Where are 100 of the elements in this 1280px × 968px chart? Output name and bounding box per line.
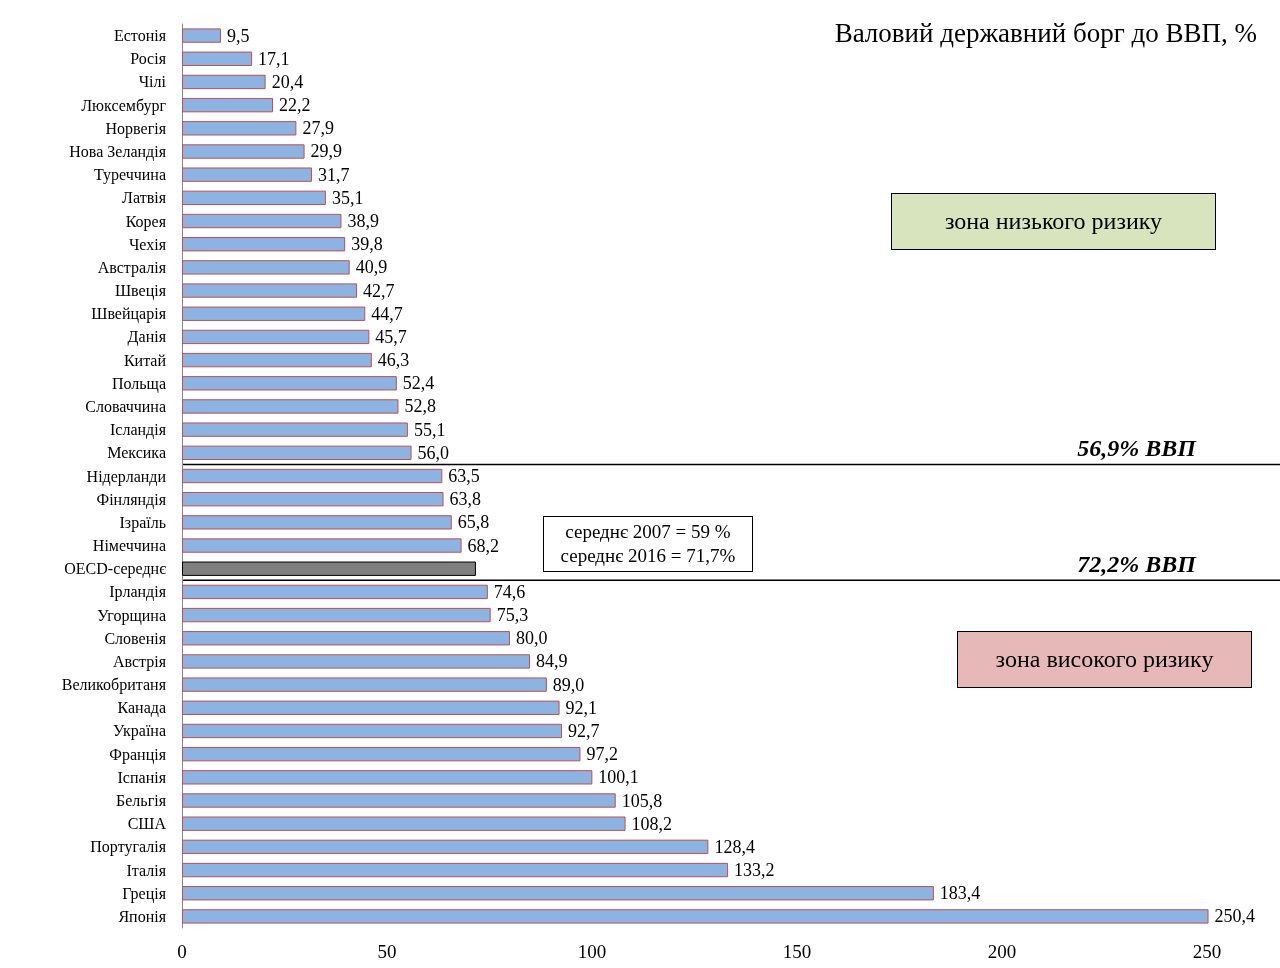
y-tick-label: Австрія (112, 652, 167, 671)
data-label: 56,0 (417, 442, 450, 463)
note-box: середнє 2007 = 59 % середнє 2016 = 71,7% (543, 516, 753, 572)
y-tick-label: Ірландія (109, 583, 167, 602)
data-label: 52,4 (402, 373, 435, 394)
y-tick-label: Швейцарія (91, 305, 167, 324)
bar (182, 121, 297, 136)
y-tick-label: Мексика (107, 444, 166, 462)
y-tick-label: Австралія (97, 258, 167, 277)
data-label: 42,7 (363, 280, 395, 301)
y-tick-label: Іспанія (117, 768, 167, 786)
bar (182, 376, 397, 391)
y-tick-label: Німеччина (92, 537, 166, 555)
bar (182, 654, 531, 669)
y-tick-label: США (127, 815, 167, 833)
y-tick-label: Чехія (128, 235, 167, 253)
data-label: 27,9 (302, 118, 334, 139)
y-tick-label: Ізраїль (119, 513, 166, 532)
data-label: 9,5 (226, 25, 250, 46)
bar (182, 283, 358, 298)
data-label: 20,4 (271, 71, 304, 92)
bar (182, 607, 491, 623)
data-label: 84,9 (536, 651, 568, 672)
y-tick-label: Португалія (90, 838, 167, 857)
bar (182, 167, 312, 182)
data-label: 22,2 (279, 95, 311, 116)
y-tick-label: Словенія (104, 629, 167, 647)
data-label: 105,8 (621, 790, 663, 811)
data-label: 38,9 (347, 211, 379, 232)
bar (182, 515, 452, 530)
bar (182, 445, 412, 461)
bar (182, 677, 547, 692)
y-tick-label: Словаччина (85, 397, 166, 415)
y-tick-label: Данія (127, 328, 167, 347)
x-tick-label: 50 (377, 941, 397, 962)
y-tick-label: Італія (126, 861, 167, 879)
x-tick-label: 150 (782, 941, 812, 962)
data-label: 44,7 (371, 303, 403, 324)
bar (182, 886, 934, 901)
bar (182, 28, 221, 43)
data-label: 35,1 (331, 187, 364, 208)
y-tick-label: Великобританя (61, 676, 167, 695)
data-label: 80,0 (515, 628, 548, 649)
annotation: 72,2% ВВП (1077, 551, 1198, 578)
y-tick-label: Латвія (122, 189, 167, 207)
data-label: 55,1 (413, 419, 446, 440)
y-tick-label: Фінляндія (96, 490, 167, 509)
y-tick-label: Франція (109, 745, 167, 764)
bar (182, 422, 408, 437)
data-label: 108,2 (631, 813, 673, 834)
y-tick-label: Естонія (113, 27, 167, 45)
data-label: 128,4 (714, 836, 755, 857)
y-tick-label: Швеція (114, 282, 167, 301)
data-label: 31,7 (317, 164, 350, 185)
data-label: 17,1 (258, 48, 290, 69)
note-box: зона високого ризику (957, 631, 1252, 688)
y-tick-label: Туреччина (94, 166, 166, 185)
bar (182, 770, 593, 785)
data-label: 133,2 (734, 860, 775, 881)
bar (182, 700, 560, 715)
bar (182, 237, 346, 252)
y-tick-label: Польща (111, 374, 166, 393)
y-tick-label: Угорщина (97, 606, 166, 625)
data-label: 250,4 (1214, 906, 1256, 927)
y-tick-label: Росія (130, 50, 167, 68)
bar (182, 213, 342, 229)
y-tick-label: Корея (125, 212, 167, 231)
data-label: 29,9 (310, 141, 343, 162)
data-label: 92,7 (568, 720, 600, 741)
data-label: 63,5 (448, 466, 480, 486)
y-tick-label: Україна (113, 722, 166, 741)
y-tick-label: Китай (123, 351, 167, 369)
bar (182, 862, 729, 878)
y-tick-label: OECD-середнє (64, 560, 167, 579)
x-tick-label: 250 (1192, 941, 1222, 962)
bar (182, 839, 709, 855)
data-label: 75,3 (496, 605, 529, 626)
data-label: 63,8 (449, 489, 482, 510)
y-tick-label: Нова Зеландія (69, 142, 167, 161)
y-tick-label: Ісландія (109, 421, 167, 440)
data-label: 74,6 (493, 581, 526, 602)
bar (182, 723, 563, 739)
y-tick-label: Канада (117, 699, 166, 718)
bar (182, 584, 488, 600)
bar (182, 352, 372, 368)
bar (182, 538, 462, 553)
data-label: 92,1 (565, 697, 598, 718)
data-label: 46,3 (377, 350, 410, 371)
data-label: 39,8 (351, 234, 383, 255)
y-tick-label: Норвегія (105, 119, 167, 138)
data-label: 100,1 (598, 767, 639, 788)
data-label: 40,9 (355, 257, 388, 278)
y-tick-label: Бельгія (116, 792, 167, 810)
bar (182, 909, 1209, 924)
data-label: 52,8 (404, 396, 436, 417)
bar (182, 491, 444, 507)
bar (182, 816, 626, 831)
x-tick-label: 0 (177, 941, 187, 962)
data-label: 89,0 (552, 674, 585, 695)
x-tick-label: 200 (987, 941, 1017, 962)
